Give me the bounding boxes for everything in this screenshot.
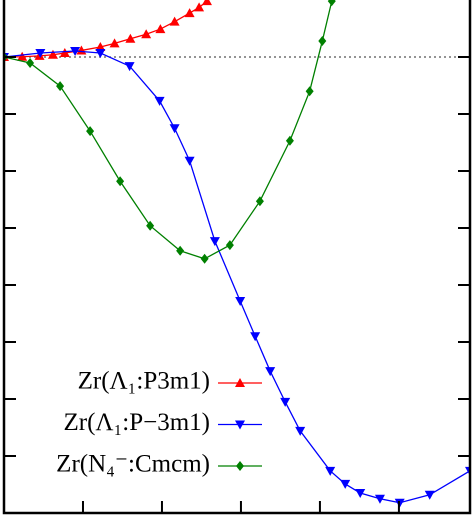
legend-marker bbox=[235, 378, 245, 387]
marker bbox=[374, 494, 385, 504]
marker bbox=[95, 42, 106, 52]
marker bbox=[184, 156, 195, 166]
marker bbox=[250, 332, 261, 342]
marker bbox=[424, 490, 435, 500]
marker bbox=[318, 36, 327, 47]
marker bbox=[154, 96, 165, 106]
marker bbox=[355, 489, 366, 499]
marker bbox=[59, 48, 70, 58]
marker bbox=[209, 237, 220, 247]
marker bbox=[280, 397, 291, 407]
marker bbox=[255, 196, 264, 207]
marker bbox=[124, 62, 135, 72]
marker bbox=[235, 296, 246, 306]
marker bbox=[26, 57, 35, 68]
marker bbox=[194, 2, 205, 12]
series-line bbox=[4, 0, 333, 260]
marker bbox=[116, 176, 125, 187]
marker bbox=[86, 126, 95, 137]
marker bbox=[169, 16, 180, 26]
marker bbox=[70, 47, 81, 57]
marker bbox=[340, 479, 351, 489]
marker bbox=[176, 245, 185, 256]
legend-label: Zr(Λ₁:P−3m1) bbox=[64, 409, 210, 436]
marker bbox=[201, 0, 212, 6]
marker bbox=[35, 49, 46, 59]
legend-label: Zr(Λ₁:P3m1) bbox=[78, 368, 210, 395]
marker bbox=[295, 426, 306, 436]
marker bbox=[125, 33, 136, 43]
marker bbox=[305, 86, 314, 97]
marker bbox=[325, 466, 336, 476]
legend-label: Zr(N₄⁻:Cmcm) bbox=[56, 451, 210, 478]
legend: Zr(Λ₁:P3m1) Zr(Λ₁:P−3m1) Zr(N₄⁻:Cmcm) bbox=[56, 368, 262, 478]
marker bbox=[47, 49, 58, 59]
marker bbox=[146, 220, 155, 231]
marker bbox=[109, 38, 120, 48]
legend-marker bbox=[236, 461, 244, 471]
marker bbox=[141, 29, 152, 39]
marker bbox=[184, 8, 195, 18]
marker bbox=[225, 240, 234, 251]
marker bbox=[17, 51, 28, 61]
marker bbox=[285, 135, 294, 146]
marker bbox=[95, 49, 106, 59]
legend-marker bbox=[235, 420, 245, 430]
series-line bbox=[4, 0, 208, 58]
marker bbox=[327, 0, 336, 7]
marker bbox=[265, 367, 276, 377]
axes bbox=[4, 56, 470, 513]
marker bbox=[200, 253, 209, 264]
marker bbox=[155, 24, 166, 34]
marker bbox=[169, 124, 180, 134]
marker bbox=[56, 81, 65, 92]
